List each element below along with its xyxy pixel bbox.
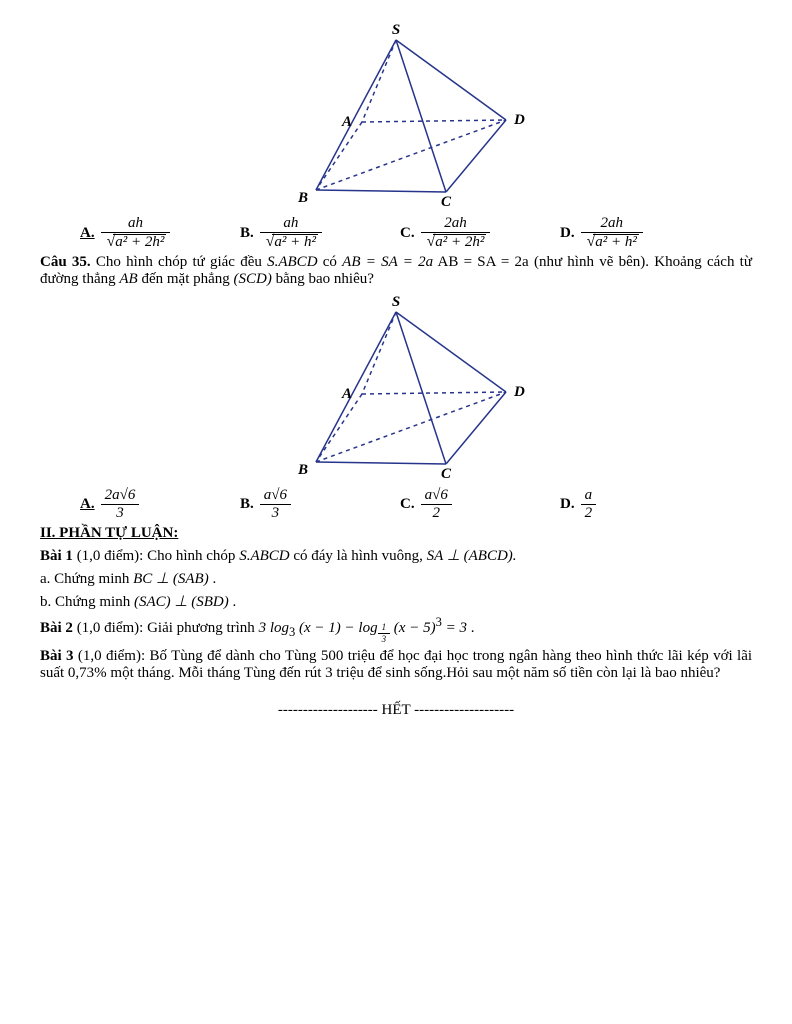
label-b: B <box>297 190 308 206</box>
q35-d-den: 2 <box>581 505 597 521</box>
label-s: S <box>392 22 400 38</box>
label-d: D <box>513 112 525 128</box>
q35-d-num: a <box>581 488 597 505</box>
q35-option-a: A. 2a√6 3 <box>80 488 240 521</box>
q34-options: A. ah a² + 2h² B. ah a² + h² C. 2ah a² +… <box>80 216 752 250</box>
q34-option-d: D. 2ah a² + h² <box>560 216 680 250</box>
pyramid-figure-2: S A B C D <box>246 292 546 482</box>
bai2-title: Bài 2 <box>40 620 73 636</box>
section-2-heading: II. PHẦN TỰ LUẬN: <box>40 525 752 542</box>
option-label-a: A. <box>80 496 95 513</box>
pyramid-figure-1: S A B C D <box>246 20 546 210</box>
q34-d-den: a² + h² <box>593 234 639 250</box>
option-label-b: B. <box>240 225 254 242</box>
label-c: C <box>441 466 452 482</box>
bai1-b: b. Chứng minh (SAC) ⊥ (SBD) . <box>40 592 752 611</box>
q35-option-c: C. a√6 2 <box>400 488 560 521</box>
q35-c-num: a√6 <box>421 488 452 505</box>
q35-option-b: B. a√6 3 <box>240 488 400 521</box>
q34-c-den: a² + 2h² <box>433 234 486 250</box>
q34-d-num: 2ah <box>581 216 643 233</box>
bai1-a: a. Chứng minh BC ⊥ (SAB) . <box>40 569 752 588</box>
q34-option-c: C. 2ah a² + 2h² <box>400 216 560 250</box>
end-marker: -------------------- HẾT ---------------… <box>40 702 752 719</box>
option-label-c: C. <box>400 496 415 513</box>
q35-b-num: a√6 <box>260 488 291 505</box>
option-label-d: D. <box>560 225 575 242</box>
q35-prefix: Câu 35. <box>40 254 91 270</box>
label-b: B <box>297 462 308 478</box>
q34-b-num: ah <box>260 216 322 233</box>
bai3-title: Bài 3 <box>40 648 74 664</box>
label-d: D <box>513 384 525 400</box>
label-a: A <box>341 386 352 402</box>
q35-c-den: 2 <box>421 505 452 521</box>
q34-b-den: a² + h² <box>272 234 318 250</box>
q35-text: Câu 35. Cho hình chóp tứ giác đều S.ABCD… <box>40 254 752 288</box>
bai1-title-line: Bài 1 (1,0 điểm): Cho hình chóp S.ABCD c… <box>40 546 752 565</box>
q35-options: A. 2a√6 3 B. a√6 3 C. a√6 2 D. a 2 <box>80 488 752 521</box>
bai1-title: Bài 1 <box>40 548 73 564</box>
q35-a-num: 2a√6 <box>101 488 140 505</box>
option-label-d: D. <box>560 496 575 513</box>
q35-b-den: 3 <box>260 505 291 521</box>
q34-c-num: 2ah <box>421 216 491 233</box>
label-s: S <box>392 294 400 310</box>
option-label-c: C. <box>400 225 415 242</box>
q34-option-b: B. ah a² + h² <box>240 216 400 250</box>
bai2-line: Bài 2 (1,0 điểm): Giải phương trình 3 lo… <box>40 615 752 644</box>
q34-a-num: ah <box>101 216 171 233</box>
q34-a-den: a² + 2h² <box>113 234 166 250</box>
q35-a-den: 3 <box>101 505 140 521</box>
option-label-a: A. <box>80 225 95 242</box>
q35-option-d: D. a 2 <box>560 488 680 521</box>
option-label-b: B. <box>240 496 254 513</box>
bai2-expr: 3 log3 (x − 1) − log13 (x − 5)3 = 3 <box>259 620 467 636</box>
label-c: C <box>441 194 452 210</box>
q34-option-a: A. ah a² + 2h² <box>80 216 240 250</box>
label-a: A <box>341 114 352 130</box>
bai3-line: Bài 3 (1,0 điểm): Bố Tùng để dành cho Tù… <box>40 648 752 682</box>
